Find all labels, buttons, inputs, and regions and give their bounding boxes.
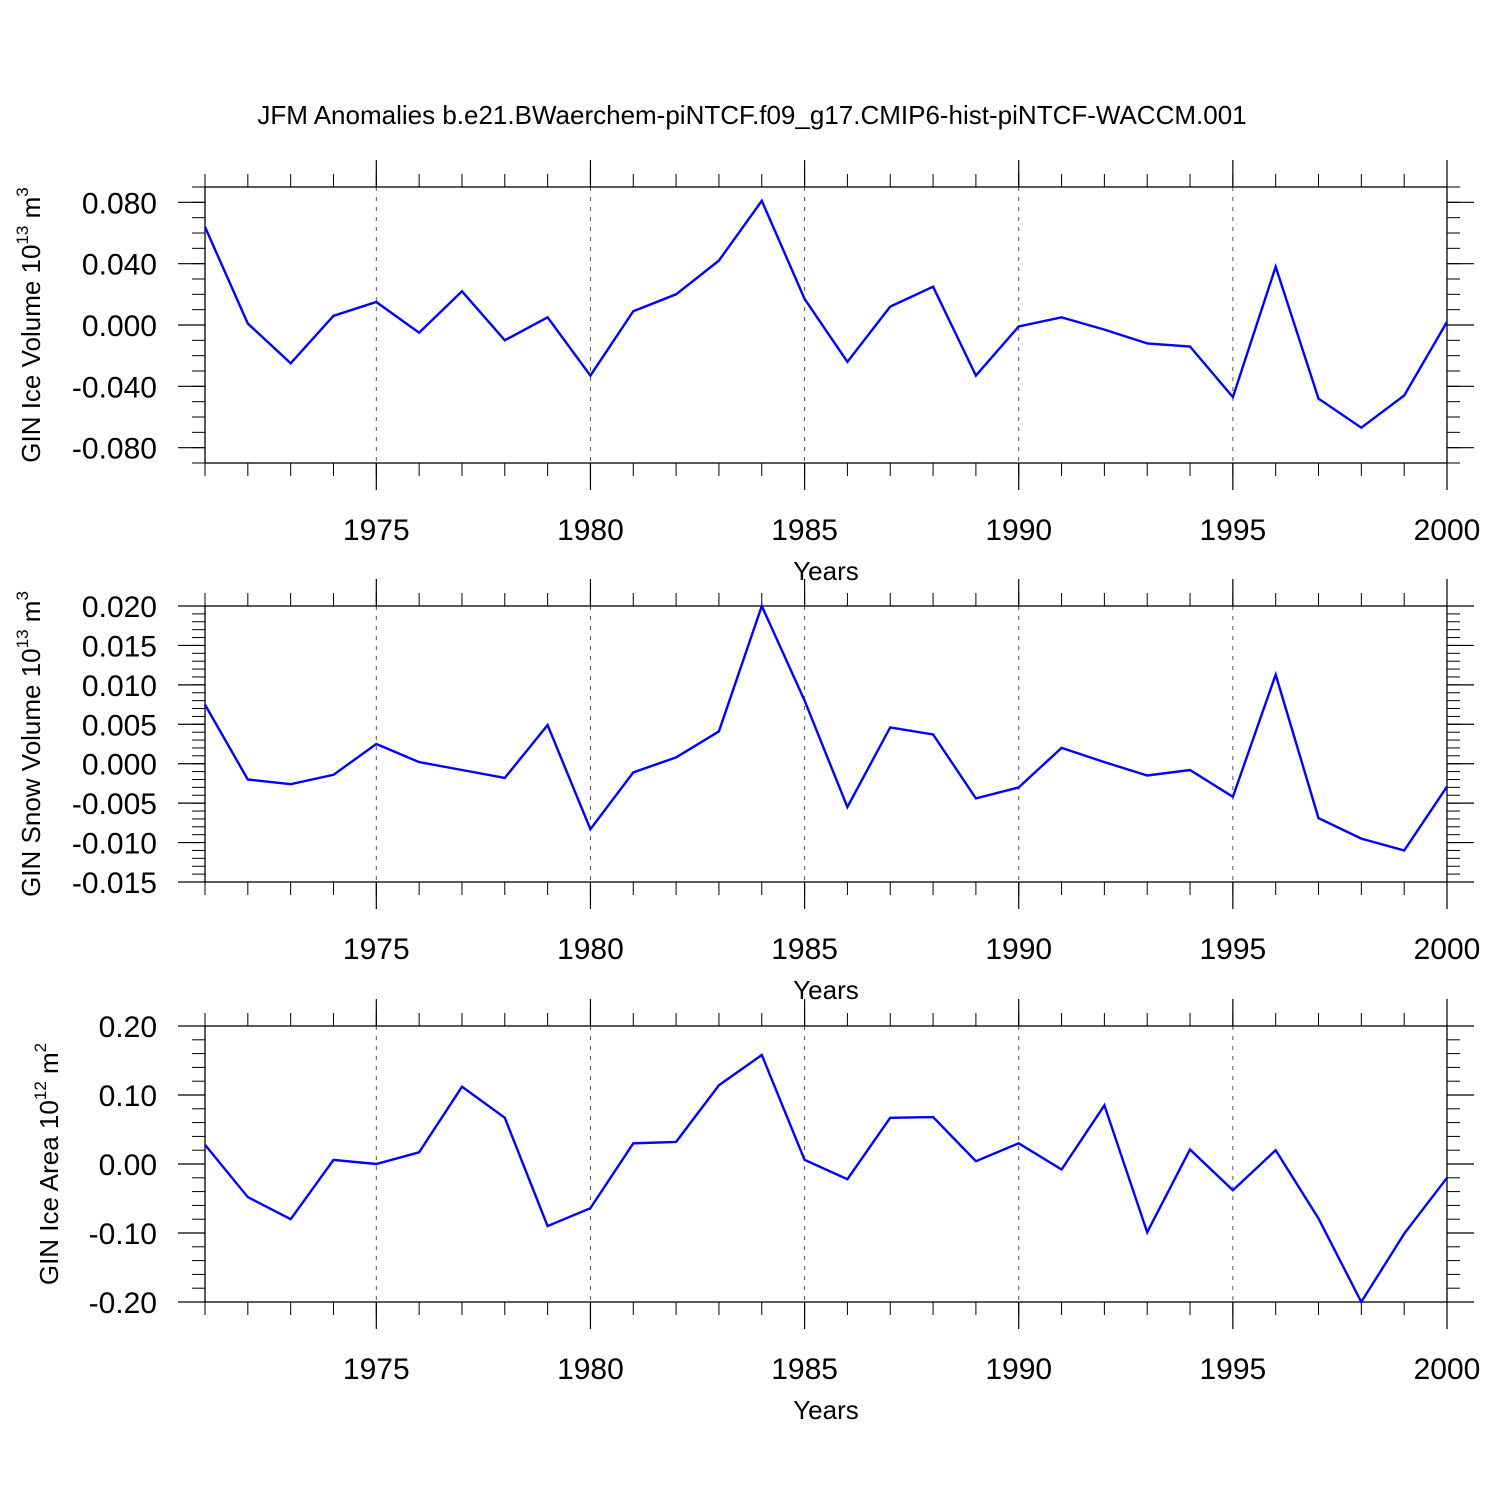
panels: 1975 1980 1985 1990 1995 2000 Years 0.080 0.040 0… [13,160,1480,1425]
y-tick-label: -0.015 [72,867,157,900]
x-tick-label: 1985 [771,1353,838,1386]
y-axis-label-exponent: 13 [13,629,32,648]
y-tick-label: 0.000 [82,749,157,782]
y-tick-label: 0.010 [82,670,157,703]
y-tick-label: 0.20 [99,1011,157,1044]
y-axis-label-name: GIN Ice Volume [16,273,46,462]
y-axis-label: GIN Snow Volume 1013 m3 [13,591,46,897]
x-tick-label: 2000 [1414,933,1481,966]
y-tick-label: 0.10 [99,1080,157,1113]
chart-panel-1: 1975 1980 1985 1990 1995 2000 Years 0.080 0.040 0… [13,160,1480,586]
y-axis-label-exponent: 13 [13,226,32,245]
y-tick-label: -0.040 [72,371,157,404]
y-tick-label: 0.00 [99,1149,157,1182]
y-axis-label-unit: m [16,601,46,630]
x-tick-label: 2000 [1414,514,1481,547]
y-axis-label-unit-exponent: 2 [31,1043,50,1052]
y-tick-label: -0.080 [72,433,157,466]
y-axis-label: GIN Ice Area 1012 m2 [31,1043,64,1285]
data-points [204,200,1448,428]
x-axis-label: Years [793,975,859,1005]
plot-frame [204,605,1448,883]
x-tick-label: 2000 [1414,1353,1481,1386]
y-tick-label: -0.10 [89,1218,157,1251]
y-axis-label-unit: m [16,197,46,226]
y-axis-label: GIN Ice Volume 1013 m3 [13,187,46,463]
y-tick-label: 0.005 [82,709,157,742]
y-axis-label-name: GIN Snow Volume [16,677,46,897]
y-tick-label: 0.080 [82,187,157,220]
x-tick-label: 1975 [343,514,410,547]
y-tick-label: -0.20 [89,1287,157,1320]
x-tick-label: 1990 [985,933,1052,966]
y-axis-label-exponent: 12 [31,1081,50,1100]
y-axis-label-power: 10 [16,245,46,274]
y-tick-label: -0.010 [72,828,157,861]
y-axis-label-power: 10 [16,648,46,677]
x-axis-label: Years [793,556,859,586]
y-axis-label-unit-exponent: 3 [13,187,32,196]
y-tick-label: 0.015 [82,630,157,663]
x-tick-label: 1980 [557,514,624,547]
y-axis-label-power: 10 [34,1100,64,1129]
x-axis-label: Years [793,1395,859,1425]
x-tick-label: 1995 [1199,1353,1266,1386]
y-axis-label-unit-exponent: 3 [13,591,32,600]
x-tick-label: 1975 [343,1353,410,1386]
y-tick-label: -0.005 [72,788,157,821]
x-tick-label: 1985 [771,933,838,966]
data-series-line [204,1053,1448,1305]
x-tick-label: 1990 [985,514,1052,547]
y-axis-label-name: GIN Ice Area [34,1129,64,1285]
chart-panel-3: 1975 1980 1985 1990 1995 2000 Years 0.20 0.10 0.0… [31,999,1480,1425]
x-tick-label: 1975 [343,933,410,966]
data-points [204,605,1448,851]
x-tick-label: 1985 [771,514,838,547]
y-tick-label: 0.020 [82,591,157,624]
y-axis-label-unit: m [34,1052,64,1081]
chart-panel-2: 1975 1980 1985 1990 1995 2000 Years 0.020 0.015 0… [13,579,1480,1005]
data-series-line [203,198,1449,430]
x-tick-label: 1990 [985,1353,1052,1386]
y-tick-label: 0.040 [82,249,157,282]
x-tick-label: 1995 [1199,933,1266,966]
x-tick-label: 1995 [1199,514,1266,547]
figure-title: JFM Anomalies b.e21.BWaerchem-piNTCF.f09… [257,100,1246,130]
data-points [204,1054,1448,1303]
data-series-line [203,602,1448,852]
y-tick-label: 0.000 [82,310,157,343]
x-tick-label: 1980 [557,933,624,966]
x-tick-label: 1980 [557,1353,624,1386]
